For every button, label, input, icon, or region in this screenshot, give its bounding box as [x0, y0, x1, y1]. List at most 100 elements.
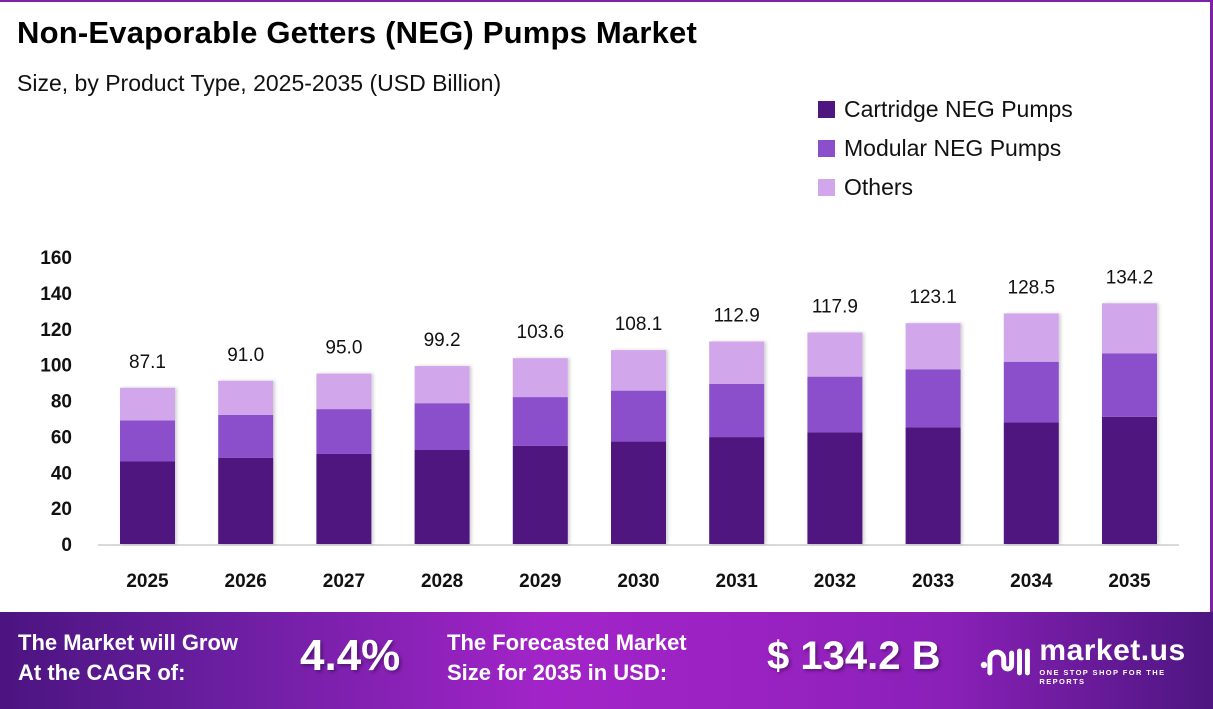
bar-segment-others	[807, 332, 863, 377]
bar-stack-2032	[807, 332, 863, 544]
bar-stack-2025	[120, 387, 175, 544]
data-label-total: 87.1	[129, 352, 166, 373]
y-tick-label: 140	[40, 284, 72, 305]
frame-right-border	[1210, 0, 1213, 612]
bar-segment-others	[611, 350, 666, 391]
bar-segment-others	[120, 387, 175, 421]
x-tick-label: 2033	[912, 571, 954, 592]
cagr-label: The Market will Grow At the CAGR of:	[18, 628, 238, 688]
bar-segment-cartridge	[218, 457, 274, 544]
bar-segment-cartridge	[905, 427, 961, 544]
bar-segment-modular	[120, 420, 175, 462]
market-us-logo-icon	[980, 648, 1030, 676]
bar-segment-cartridge	[807, 432, 863, 544]
bar-stack-2030	[611, 350, 666, 544]
y-tick-label: 60	[51, 427, 72, 448]
y-tick-label: 40	[51, 463, 72, 484]
data-label-total: 91.0	[227, 345, 264, 366]
legend-label-others: Others	[844, 174, 914, 200]
chart-title: Non-Evaporable Getters (NEG) Pumps Marke…	[17, 15, 698, 50]
bar-segment-modular	[611, 390, 666, 442]
bar-segment-cartridge	[512, 445, 568, 544]
y-tick-label: 80	[51, 392, 72, 413]
data-labels: 87.1 91.0 95.0 99.2 103.6 108.1 112.9 117.9 123.…	[129, 267, 1153, 372]
legend: Cartridge NEG Pumps Modular NEG Pumps Ot…	[818, 90, 1073, 207]
frame-top-border	[0, 0, 1213, 2]
bar-segment-modular	[512, 397, 568, 446]
x-tick-label: 2026	[225, 571, 267, 592]
forecast-size-value: $ 134.2 B	[767, 634, 941, 678]
market-us-logo: market.us ONE STOP SHOP FOR THE REPORTS	[980, 636, 1213, 686]
bar-segment-modular	[1003, 361, 1059, 423]
bar-segment-cartridge	[414, 450, 470, 544]
x-axis: 2025 2026 2027 2028 2029 2030 2031 2032 2033 2034…	[126, 571, 1151, 592]
x-tick-label: 2029	[519, 571, 561, 592]
bar-stack-2031	[709, 341, 765, 544]
bar-segment-modular	[905, 369, 961, 428]
x-tick-label: 2030	[617, 571, 659, 592]
bar-segment-cartridge	[316, 453, 372, 544]
legend-swatch-others	[818, 179, 835, 196]
bar-stack-2033	[905, 323, 961, 544]
data-label-total: 123.1	[909, 287, 957, 308]
data-label-total: 134.2	[1106, 267, 1154, 288]
bar-segment-modular	[1102, 353, 1157, 417]
data-label-total: 117.9	[812, 297, 858, 318]
logo-name: market.us	[1039, 634, 1186, 667]
bar-segment-cartridge	[709, 437, 765, 544]
x-tick-label: 2034	[1010, 571, 1053, 592]
bar-segment-others	[709, 341, 765, 384]
footer-banner: The Market will Grow At the CAGR of: 4.4…	[0, 612, 1213, 709]
bar-stack-2028	[414, 366, 470, 544]
bar-segment-cartridge	[611, 441, 666, 544]
y-tick-label: 100	[40, 356, 72, 377]
cagr-label-line2: At the CAGR of:	[18, 660, 186, 685]
bar-segment-modular	[807, 376, 863, 433]
x-tick-label: 2035	[1108, 571, 1151, 592]
y-tick-label: 160	[40, 248, 72, 269]
x-tick-label: 2032	[814, 571, 856, 592]
x-tick-label: 2031	[716, 571, 759, 592]
bar-segment-others	[414, 366, 470, 404]
bar-segment-others	[905, 323, 961, 370]
y-tick-label: 120	[40, 320, 72, 341]
bar-stack-2027	[316, 373, 372, 544]
legend-item-modular: Modular NEG Pumps	[818, 129, 1073, 168]
bar-segment-modular	[709, 383, 765, 438]
bar-segment-cartridge	[1003, 422, 1059, 544]
y-axis: 0 20 40 60 80 100 120 140 160	[40, 248, 72, 556]
legend-swatch-cartridge	[818, 101, 835, 118]
cagr-label-line1: The Market will Grow	[18, 630, 239, 655]
x-tick-label: 2025	[126, 571, 169, 592]
chart-subtitle: Size, by Product Type, 2025-2035 (USD Bi…	[17, 70, 502, 96]
y-tick-label: 20	[51, 499, 72, 520]
bar-stack-2035	[1102, 303, 1157, 544]
legend-label-cartridge: Cartridge NEG Pumps	[844, 96, 1073, 122]
legend-label-modular: Modular NEG Pumps	[844, 135, 1062, 161]
legend-swatch-modular	[818, 140, 835, 157]
x-tick-label: 2027	[323, 571, 365, 592]
bar-stack-2029	[512, 358, 568, 544]
data-label-total: 103.6	[517, 322, 565, 343]
bar-segment-modular	[218, 414, 274, 458]
bar-segment-cartridge	[1102, 416, 1157, 544]
x-tick-label: 2028	[421, 571, 463, 592]
data-label-total: 112.9	[714, 305, 760, 326]
bars	[120, 303, 1157, 544]
y-tick-label: 0	[61, 535, 72, 556]
forecast-size-label: The Forecasted Market Size for 2035 in U…	[447, 628, 687, 688]
legend-item-cartridge: Cartridge NEG Pumps	[818, 90, 1073, 129]
legend-item-others: Others	[818, 168, 1073, 207]
bar-segment-others	[316, 373, 372, 410]
bar-segment-others	[218, 380, 274, 415]
bar-segment-modular	[414, 403, 470, 451]
forecast-size-label-line1: The Forecasted Market	[447, 630, 687, 655]
data-label-total: 108.1	[615, 314, 663, 335]
bar-segment-others	[1102, 303, 1157, 354]
bar-stack-2034	[1003, 313, 1059, 544]
data-label-total: 99.2	[424, 330, 461, 351]
bar-stack-2026	[218, 380, 274, 544]
bar-segment-others	[512, 358, 568, 398]
cagr-value: 4.4%	[300, 631, 401, 680]
